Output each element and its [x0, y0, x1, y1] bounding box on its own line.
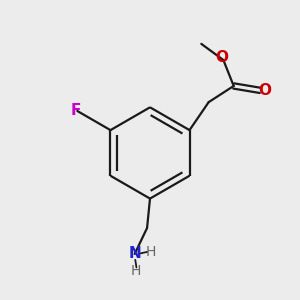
Text: F: F — [71, 103, 81, 118]
Text: H: H — [146, 245, 156, 260]
Text: O: O — [215, 50, 228, 64]
Text: H: H — [131, 264, 141, 278]
Text: N: N — [128, 246, 141, 261]
Text: O: O — [258, 83, 271, 98]
